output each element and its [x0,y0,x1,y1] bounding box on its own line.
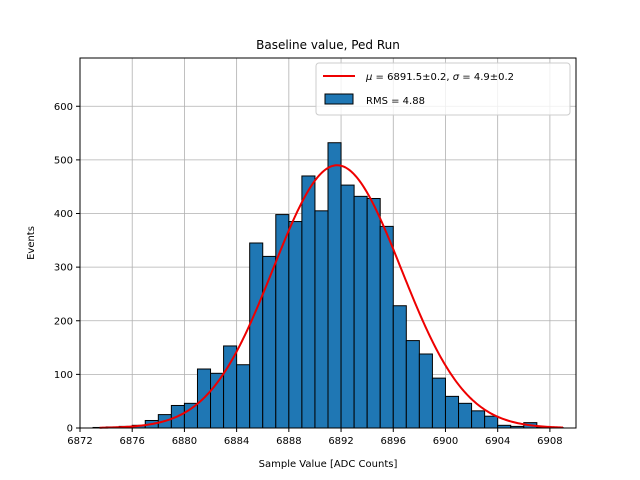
histogram-bar [484,415,499,429]
histogram-bar [183,402,198,429]
x-axis-title: Sample Value [ADC Counts] [259,459,398,470]
legend-sigma-value: = 4.9±0.2 [459,72,514,83]
x-tick-label: 6900 [433,436,458,447]
x-tick-label: 6896 [381,436,406,447]
legend-sigma-symbol: σ [453,72,460,83]
x-tick-label: 6876 [119,436,144,447]
legend-hist-label: RMS = 4.88 [366,96,425,107]
histogram-bar [262,255,277,429]
y-tick-label: 500 [54,155,73,166]
legend-hist-swatch [324,93,354,105]
histogram-bar [288,221,303,429]
y-tick-label: 400 [54,209,73,220]
legend-box [315,62,571,116]
legend: μ = 6891.5±0.2, σ = 4.9±0.2 RMS = 4.88 [315,62,571,116]
histogram-bar [301,175,316,429]
y-axis-title: Events [26,226,37,260]
histogram-bar [444,395,460,429]
y-tick-label: 600 [54,102,73,113]
histogram-bar [314,210,329,429]
x-tick-label: 6908 [537,436,562,447]
histogram-bars [92,142,564,429]
y-tick-label: 200 [54,316,73,327]
x-tick-label: 6892 [328,436,353,447]
histogram-bar [471,410,486,429]
histogram-bar [366,197,381,429]
x-tick-label: 6888 [276,436,301,447]
histogram-bar [458,402,473,429]
histogram-bar [353,195,368,429]
y-axis-ticks: 0 100 200 300 400 500 600 [54,102,80,435]
histogram-bar [236,364,251,429]
histogram-bar [340,184,355,429]
legend-mu-value: = 6891.5±0.2, [372,72,452,83]
plot-frame [79,57,577,429]
histogram-bar [405,340,420,429]
y-tick-label: 100 [54,370,73,381]
histogram-bar [223,345,238,429]
histogram-bar [327,142,342,429]
x-tick-label: 6872 [67,436,92,447]
y-tick-label: 300 [54,263,73,274]
y-tick-label: 0 [67,424,73,435]
chart-title: Baseline value, Ped Run [256,38,400,52]
x-axis-ticks: 6872 6876 6880 6884 6888 6892 6896 6900 6904 6908 [67,428,563,447]
legend-mu-symbol: μ [365,72,372,83]
x-tick-label: 6904 [485,436,510,447]
histogram-bar [418,353,433,429]
legend-fit-label: μ = 6891.5±0.2, σ = 4.9±0.2 [365,72,514,83]
x-tick-label: 6884 [224,436,249,447]
histogram-bar [431,377,446,429]
histogram-bar [249,242,264,429]
histogram-bar [379,225,394,429]
histogram-bar [392,305,407,429]
x-tick-label: 6880 [172,436,197,447]
gaussian-fit-curve [99,164,563,429]
